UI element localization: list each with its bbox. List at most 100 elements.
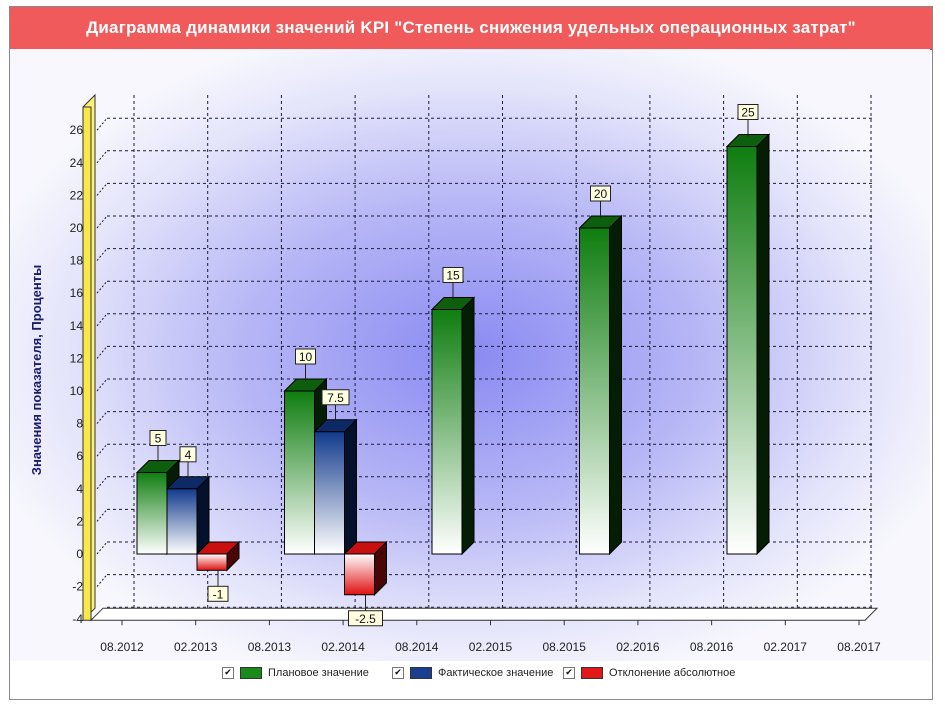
y-tick-label: 0 <box>76 547 83 561</box>
grid-hline-side <box>96 117 108 131</box>
grid-hline-side <box>96 313 108 327</box>
bar-plan-2 <box>430 296 476 556</box>
chart-title-bar: Диаграмма динамики значений KPI "Степень… <box>10 7 932 50</box>
bar-plan-4 <box>725 133 771 556</box>
grid-hline-side <box>96 346 108 359</box>
data-label: 4 <box>179 446 197 479</box>
y-axis-wall-front <box>82 106 92 621</box>
bar-plan-2-side <box>461 296 475 556</box>
data-label-text: 4 <box>185 448 192 462</box>
data-label-text: 7.5 <box>327 391 344 405</box>
legend-checkbox-deviation[interactable]: ✔ <box>563 667 575 679</box>
bar-fact-0-front <box>166 488 198 555</box>
y-tick-label: 24 <box>70 156 84 170</box>
data-label-text: 15 <box>446 269 460 283</box>
y-axis-label: Значения показателя, Проценты <box>29 265 44 475</box>
data-label-box <box>348 610 383 627</box>
bar-layer <box>135 133 771 596</box>
data-label-text: -2.5 <box>355 612 376 626</box>
legend-checkbox-fact[interactable]: ✔ <box>392 667 404 679</box>
data-label-box <box>149 430 167 446</box>
grid-hline-side <box>96 443 108 457</box>
label-layer: 5 4 -1 10 7.5 -2.5 15 20 25 <box>149 104 759 627</box>
x-tick-label: 08.2012 <box>100 640 144 654</box>
bar-plan-3 <box>578 214 623 556</box>
legend-label-deviation: Отклонение абсолютное <box>609 667 736 679</box>
grid-hline-side <box>96 248 108 261</box>
x-axis-floor <box>89 607 879 621</box>
bar-plan-0-front <box>136 472 168 555</box>
x-tick-label: 08.2016 <box>690 640 734 654</box>
y-tick-label: 4 <box>76 482 83 496</box>
data-label-box <box>295 348 316 365</box>
data-label-box <box>737 104 759 120</box>
data-label-box <box>207 585 229 602</box>
legend-label-fact: Фактическое значение <box>438 667 554 679</box>
bar-fact-1 <box>313 418 358 556</box>
x-tick-label: 02.2016 <box>616 640 660 654</box>
x-tick-label: 02.2014 <box>321 640 365 654</box>
bar-fact-1-side <box>344 418 357 556</box>
legend-swatch-deviation <box>581 667 603 679</box>
y-tick-label: 20 <box>70 221 84 235</box>
y-tick-label: 16 <box>70 286 84 300</box>
bar-plan-2-front <box>431 309 463 555</box>
grid-hline-side <box>96 509 108 522</box>
grid-hline-side <box>96 150 108 164</box>
y-tick-label: 2 <box>76 514 83 528</box>
data-label-text: -1 <box>213 587 224 601</box>
y-tick-label: 12 <box>70 351 84 365</box>
bar-deviation-1 <box>343 540 388 596</box>
legend-item-plan[interactable]: ✔ Плановое значение <box>222 664 369 682</box>
x-tick-label: 02.2017 <box>764 640 808 654</box>
data-label-box <box>442 267 464 283</box>
bar-plan-1-front <box>284 390 315 555</box>
legend-item-fact[interactable]: ✔ Фактическое значение <box>392 664 553 682</box>
data-label-text: 10 <box>299 350 313 364</box>
bar-fact-1-front <box>314 431 345 555</box>
bar-fact-0-side <box>196 475 210 556</box>
bar-plan-4-side <box>756 133 770 556</box>
data-label-text: 20 <box>594 187 608 201</box>
x-tick-label: 08.2015 <box>543 640 587 654</box>
data-label-box <box>590 185 611 202</box>
data-label: 7.5 <box>321 389 350 422</box>
grid-hline-side <box>96 574 108 587</box>
legend-item-deviation[interactable]: ✔ Отклонение абсолютное <box>563 664 735 682</box>
x-tick-label: 08.2017 <box>837 640 881 654</box>
legend: ✔ Плановое значение ✔ Фактическое значен… <box>0 664 945 686</box>
bar-deviation-0-front <box>196 553 228 571</box>
chart-title: Диаграмма динамики значений KPI "Степень… <box>86 18 856 37</box>
legend-checkbox-plan[interactable]: ✔ <box>222 667 234 679</box>
bar-fact-0 <box>165 475 211 556</box>
grid-hline-side <box>96 541 108 555</box>
grid-hline-side <box>96 476 108 490</box>
legend-label-plan: Плановое значение <box>268 667 369 679</box>
data-label: 15 <box>442 267 464 300</box>
y-tick-label: -4 <box>72 612 83 626</box>
data-label-text: 25 <box>741 106 755 120</box>
grid-hline-side <box>96 183 108 196</box>
data-label: 10 <box>295 348 316 381</box>
x-tick-label: 02.2015 <box>469 640 513 654</box>
y-tick-label: 14 <box>70 319 84 333</box>
data-label: -2.5 <box>348 594 383 627</box>
data-label: 20 <box>590 185 611 218</box>
x-tick-label: 08.2013 <box>248 640 292 654</box>
y-tick-label: 18 <box>70 254 84 268</box>
legend-swatch-plan <box>240 667 262 679</box>
y-tick-label: 22 <box>70 188 84 202</box>
x-tick-label: 02.2013 <box>174 640 218 654</box>
y-tick-label: 6 <box>76 449 83 463</box>
grid-hline-side <box>96 215 108 229</box>
data-label: -1 <box>207 570 229 602</box>
bar-deviation-0 <box>195 540 241 572</box>
bar-plan-3-front <box>579 227 610 555</box>
y-tick-label: 26 <box>70 123 84 137</box>
data-label-box <box>321 389 350 406</box>
data-label: 5 <box>149 430 167 463</box>
bar-plan-3-side <box>609 214 622 556</box>
grid-hline-side <box>96 411 108 424</box>
